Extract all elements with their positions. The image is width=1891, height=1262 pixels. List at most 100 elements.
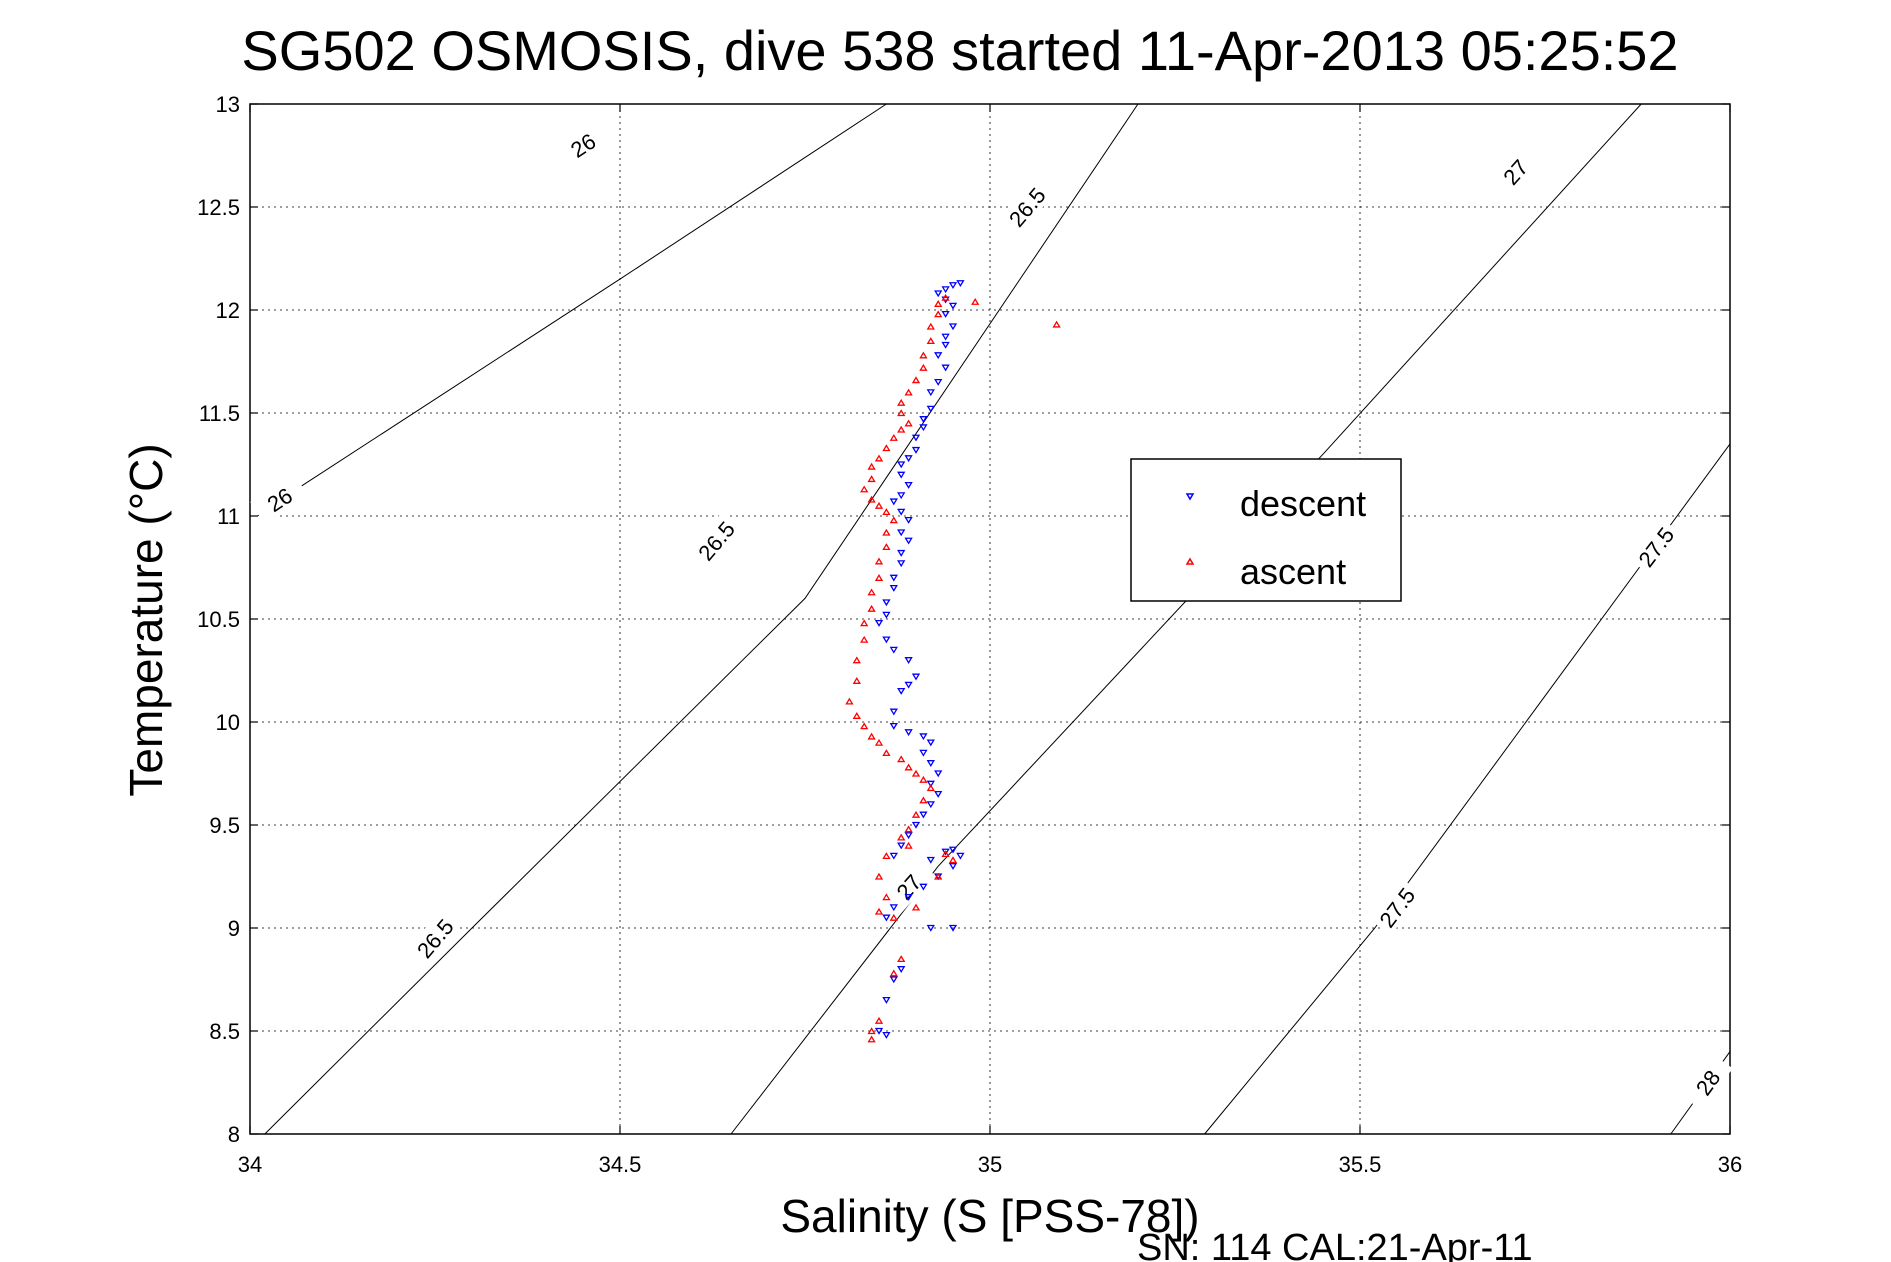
ascent-point [874,501,884,509]
x-axis-label: Salinity (S [PSS-78]) [780,1190,1199,1242]
descent-point [911,446,921,454]
descent-point [897,508,906,516]
ascent-point [867,604,876,612]
ascent-point [882,893,891,901]
descent-point [882,611,891,619]
density-contour-line [730,103,1642,1135]
y-tick-label: 11.5 [199,401,240,426]
descent-point [948,323,958,331]
descent-point [897,461,906,469]
descent-point [889,976,898,984]
descent-point [926,739,935,747]
grid-lines [250,104,1730,1134]
descent-point [904,537,913,545]
descent-point [926,780,935,788]
descent-point [889,574,898,582]
ascent-point [919,363,928,371]
descent-point [948,282,958,290]
contour-label-background [1629,517,1682,575]
ascent-point [874,454,884,462]
descent-point [941,341,950,349]
descent-point [904,481,913,489]
ascent-point [860,619,869,627]
ascent-point [882,749,891,757]
ascent-point [867,495,876,503]
ascent-point [948,856,958,864]
descent-point [941,364,950,372]
descent-point [889,498,898,506]
y-tick-label: 12 [216,298,240,323]
ascent-point [874,1016,884,1024]
descent-point [934,790,943,798]
ascent-point [845,697,854,705]
descent-point [889,646,898,654]
legend-descent-marker [1185,493,1195,501]
descent-point [911,821,921,829]
ascent-point [882,444,891,452]
x-tick-labels: 34 34.5 35 35.5 36 [238,1152,1742,1177]
descent-point [882,636,891,644]
y-tick-label: 11 [217,504,240,529]
ascent-point [867,475,876,483]
ascent-point [852,677,861,684]
descent-point [926,389,935,397]
descent-point [889,708,898,716]
descent-point [911,434,921,442]
descent-point [897,842,906,850]
descent-point [948,924,958,932]
descent-point [874,1027,884,1035]
ascent-point [882,852,891,860]
ascent-point [941,850,950,857]
y-tick-label: 9 [228,916,240,941]
legend-ascent-marker [1185,557,1195,565]
density-contours [257,103,1731,1135]
descent-point [934,352,943,360]
descent-point [919,424,928,432]
descent-point [926,405,935,413]
descent-point [941,310,950,318]
ascent-point [919,796,928,804]
descent-point [897,687,906,695]
descent-point [904,516,913,524]
descent-point [956,280,965,287]
legend-descent-label: descent [1240,483,1366,524]
descent-point [941,848,950,856]
ascent-point [941,293,950,301]
descent-point [926,924,935,932]
descent-point [889,584,898,592]
descent-point [897,549,906,557]
descent-point [919,733,928,741]
y-tick-labels: 8 8.5 9 9.5 10 10.5 11 11.5 12 12.5 13 [197,92,240,1147]
ascent-point [867,462,876,470]
descent-point [897,966,906,973]
contour-label-background [999,178,1053,235]
descent-point [948,846,958,854]
y-tick-label: 13 [216,92,240,117]
descent-point [926,760,935,767]
ascent-point [904,419,913,427]
descent-point [934,770,943,778]
descent-point [889,852,898,860]
ascent-point [904,388,913,396]
ascent-point [897,833,906,841]
descent-point [904,657,913,664]
ascent-point [934,300,943,307]
descent-point [897,492,906,500]
ascent-point [919,351,928,359]
y-tick-label: 10 [216,710,240,735]
ascent-point [867,732,876,740]
ascent-point [897,398,906,406]
ascent-point [882,543,891,551]
legend: descent ascent [1130,458,1402,602]
ascent-point [897,425,906,433]
ascent-point [852,712,861,719]
descent-point [948,302,958,310]
descent-point [919,811,928,819]
descent-point [904,832,913,840]
ascent-point [882,508,891,516]
descent-point [919,416,928,423]
ascent-point [874,907,884,915]
ascent-point [934,872,943,880]
descent-point [911,673,921,681]
ascent-point [934,310,943,318]
